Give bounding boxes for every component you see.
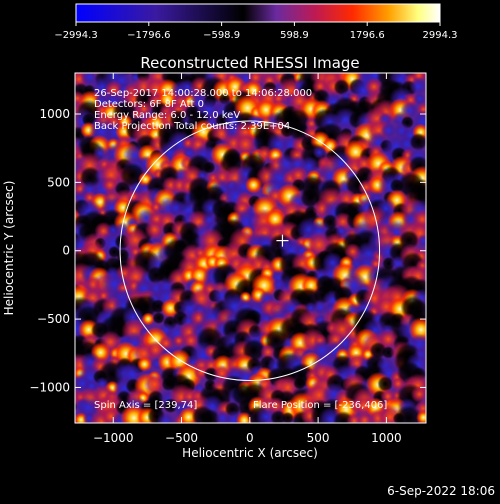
x-tick-label: 1000 <box>371 431 402 445</box>
colorbar-tick-label: −2994.3 <box>54 30 97 41</box>
texture-blob <box>233 132 258 157</box>
texture-blob <box>312 145 327 160</box>
info-energy-range: Energy Range: 6.0 - 12.0 keV <box>94 110 240 121</box>
texture-blob <box>410 385 426 403</box>
info-spin-axis: Spin Axis = [239,74] <box>94 400 197 411</box>
texture-blob <box>58 126 74 142</box>
y-tick-label: −1000 <box>29 380 70 394</box>
colorbar: −2994.3 −1796.6 −598.9 598.9 1796.6 2994.3 <box>54 3 458 41</box>
colorbar-tick-label: −1796.6 <box>127 30 170 41</box>
info-flare-position: Flare Position = [-236,406] <box>253 400 387 411</box>
texture-blob <box>141 312 155 326</box>
y-tick-label: 500 <box>47 175 70 189</box>
texture-blob <box>377 375 394 392</box>
image-info: 26-Sep-2017 14:00:28.000 to 14:06:28.000… <box>94 88 387 411</box>
crosshair-marker <box>276 234 289 247</box>
x-tick-label: −500 <box>165 431 198 445</box>
colorbar-tick-label: 2994.3 <box>423 30 458 41</box>
y-tick-labels: 1000 500 0 −500 −1000 <box>29 107 70 394</box>
texture-blob <box>409 132 426 151</box>
solar-limb-circle <box>119 120 381 381</box>
colorbar-ticks: −2994.3 −1796.6 −598.9 598.9 1796.6 2994.3 <box>54 22 458 41</box>
texture-blob <box>416 410 426 423</box>
y-axis-label: Heliocentric Y (arcsec) <box>2 181 16 316</box>
info-detectors: Detectors: 6F 8F Att 0 <box>94 99 204 110</box>
texture-blob <box>143 373 166 396</box>
x-tick-labels: −1000 −500 0 500 1000 <box>93 431 402 445</box>
texture-blob <box>281 411 294 423</box>
texture-blob <box>172 334 186 348</box>
colorbar-tick-label: 598.9 <box>280 30 309 41</box>
texture-blob <box>156 412 175 423</box>
axis-ticks <box>75 73 426 423</box>
texture-blob <box>293 377 306 390</box>
texture-blob <box>409 76 426 96</box>
texture-blob <box>245 176 263 194</box>
info-method-counts: Back Projection Total counts: 2.39E+04 <box>94 121 290 132</box>
colorbar-gradient <box>75 3 441 23</box>
texture-blob <box>60 348 74 362</box>
x-axis-label: Heliocentric X (arcsec) <box>182 446 318 460</box>
y-tick-label: 0 <box>62 244 70 258</box>
texture-blob <box>395 404 422 423</box>
x-tick-label: 0 <box>246 431 254 445</box>
colorbar-tick-label: 1796.6 <box>350 30 385 41</box>
texture-blob <box>152 311 165 325</box>
texture-blob <box>75 414 76 418</box>
image-title: Reconstructed RHESSI Image <box>140 54 359 72</box>
texture-blob <box>75 73 77 81</box>
texture-blob <box>95 58 110 73</box>
texture-blob <box>135 100 153 118</box>
info-time-range: 26-Sep-2017 14:00:28.000 to 14:06:28.000 <box>94 88 312 99</box>
texture-blob <box>203 161 216 174</box>
x-tick-label: 500 <box>307 431 330 445</box>
rhessi-image <box>58 58 427 424</box>
texture-blob <box>62 368 75 381</box>
y-tick-label: −500 <box>37 312 70 326</box>
texture-blob <box>413 92 426 106</box>
x-tick-label: −1000 <box>93 431 134 445</box>
y-tick-label: 1000 <box>39 107 70 121</box>
colorbar-tick-label: −598.9 <box>203 30 240 41</box>
texture-blob <box>144 219 165 240</box>
footer-timestamp: 6-Sep-2022 18:06 <box>387 484 495 498</box>
texture-blob <box>417 234 426 248</box>
plot-frame <box>74 72 427 424</box>
texture-blob <box>75 284 76 290</box>
